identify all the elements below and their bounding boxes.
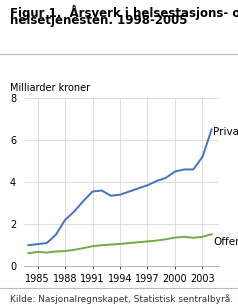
Text: Privat: Privat	[213, 127, 238, 136]
Text: Figur 1.  Årsverk i helsestasjons- og skole-: Figur 1. Årsverk i helsestasjons- og sko…	[10, 5, 238, 20]
Text: helsetjenesten. 1998-2005: helsetjenesten. 1998-2005	[10, 14, 187, 27]
Text: Milliarder kroner: Milliarder kroner	[10, 83, 90, 93]
Text: Kilde: Nasjonalregnskapet, Statistisk sentralbyrå.: Kilde: Nasjonalregnskapet, Statistisk se…	[10, 295, 233, 304]
Text: Offentlig: Offentlig	[213, 237, 238, 247]
